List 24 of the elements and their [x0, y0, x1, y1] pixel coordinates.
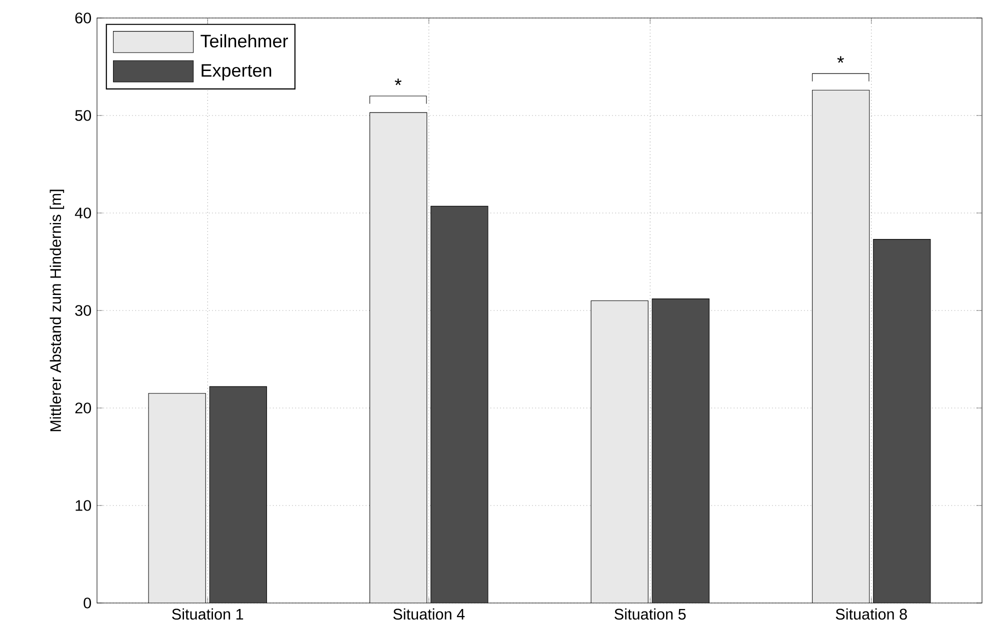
y-tick-label: 20 — [75, 402, 92, 414]
y-tick-label: 0 — [84, 598, 92, 608]
legend-label: Teilnehmer — [200, 34, 288, 48]
x-tick-label: Situation 1 — [172, 608, 244, 620]
x-tick-label: Situation 5 — [614, 608, 686, 620]
y-tick-label: 50 — [75, 110, 92, 121]
y-tick-label: 10 — [76, 500, 92, 511]
bar — [148, 393, 206, 603]
bar — [590, 300, 648, 603]
y-tick-label: 30 — [75, 305, 92, 316]
y-axis-title: Mittlerer Abstand zum Hindernis [m] — [50, 190, 64, 432]
bar — [812, 90, 870, 603]
bar — [873, 239, 931, 603]
bar — [370, 112, 428, 603]
bar — [209, 386, 267, 603]
bar — [430, 206, 488, 603]
x-tick-label: Situation 4 — [393, 608, 465, 620]
y-tick-label: 60 — [75, 12, 92, 24]
y-tick-label: 40 — [74, 208, 92, 218]
annotation: * — [394, 78, 402, 86]
x-tick-label: Situation 8 — [836, 608, 907, 620]
annotation: * — [837, 56, 844, 63]
bar — [652, 298, 710, 603]
legend-label: Experten — [202, 64, 272, 80]
